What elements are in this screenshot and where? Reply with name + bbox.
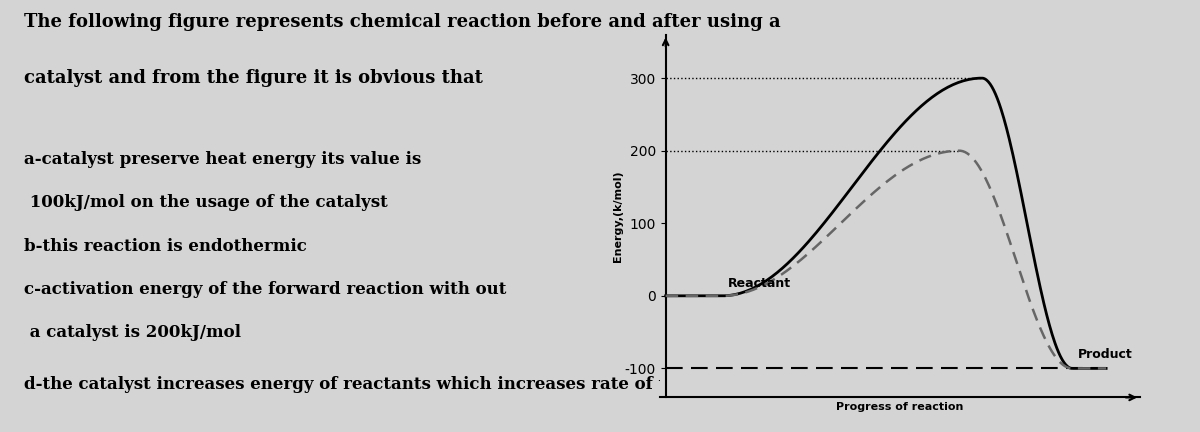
Text: Reactant: Reactant — [727, 277, 791, 290]
Text: a-catalyst preserve heat energy its value is: a-catalyst preserve heat energy its valu… — [24, 151, 421, 168]
Text: The following figure represents chemical reaction before and after using a: The following figure represents chemical… — [24, 13, 781, 31]
Text: b-this reaction is endothermic: b-this reaction is endothermic — [24, 238, 307, 254]
Text: a catalyst is 200kJ/mol: a catalyst is 200kJ/mol — [24, 324, 241, 341]
Text: c-activation energy of the forward reaction with out: c-activation energy of the forward react… — [24, 281, 506, 298]
Text: Product: Product — [1078, 348, 1133, 361]
Text: d-the catalyst increases energy of reactants which increases rate of the reactio: d-the catalyst increases energy of react… — [24, 376, 773, 393]
Text: 100kJ/mol on the usage of the catalyst: 100kJ/mol on the usage of the catalyst — [24, 194, 389, 211]
X-axis label: Progress of reaction: Progress of reaction — [836, 402, 964, 412]
Text: catalyst and from the figure it is obvious that: catalyst and from the figure it is obvio… — [24, 69, 484, 87]
Y-axis label: Energy,(k/mol): Energy,(k/mol) — [613, 170, 623, 262]
